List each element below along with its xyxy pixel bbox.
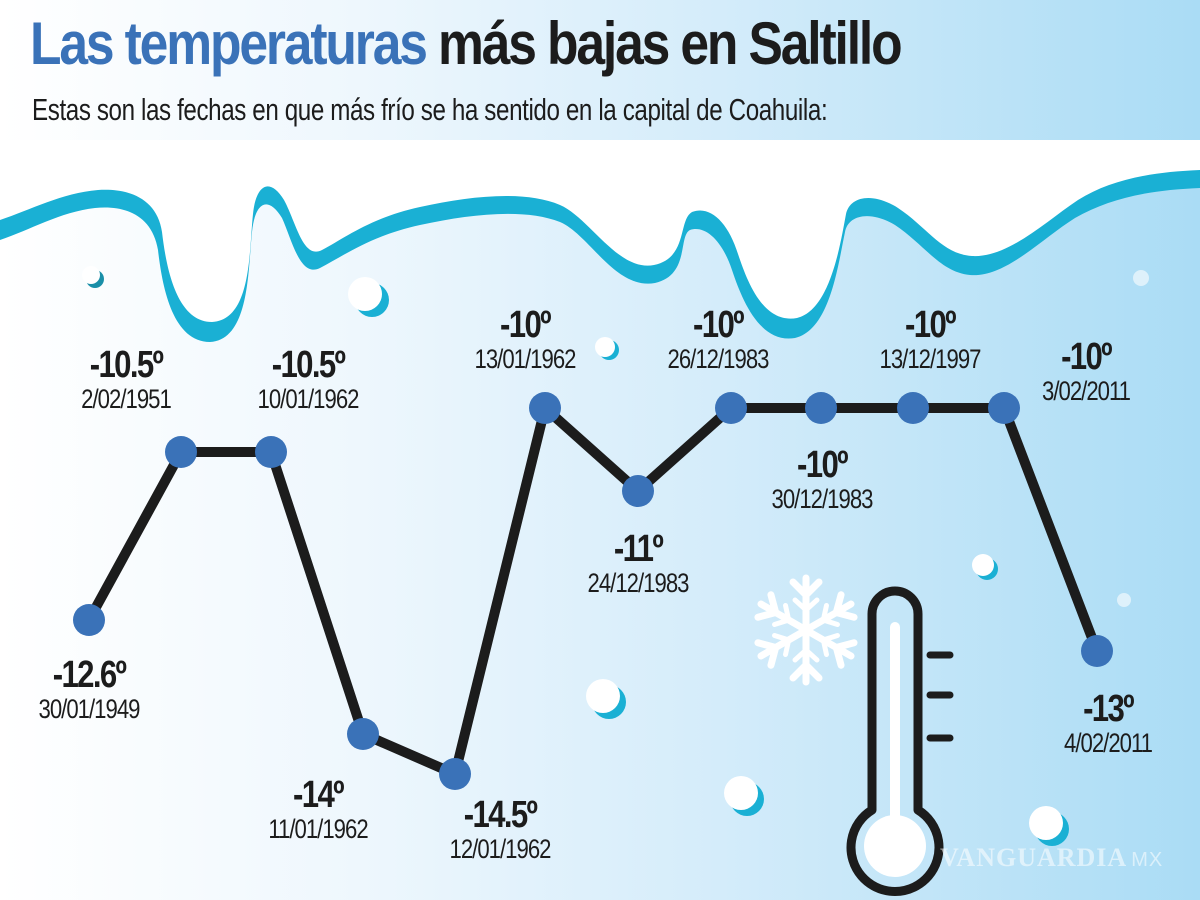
snowball-icon [460,289,476,305]
data-label: -10º 26/12/1983 [656,306,779,374]
temperature-value: -10º [905,304,957,346]
snowflake-icon [754,574,857,682]
page-title: Las temperaturas más bajas en Saltillo [30,14,903,74]
data-label: -14º 11/01/1962 [257,776,378,844]
date-value: 26/12/1983 [667,344,770,374]
data-point [805,392,837,424]
data-points [73,392,1113,790]
data-point [439,758,471,790]
data-label: -10º 3/02/2011 [1032,338,1139,406]
date-value: 30/12/1983 [771,484,874,514]
date-value: 10/01/1962 [257,384,360,414]
data-label: -11º 24/12/1983 [576,530,699,598]
data-point [255,436,287,468]
thermometer-icon [846,586,954,897]
date-value: 11/01/1962 [268,814,368,844]
watermark-suffix: MX [1131,849,1164,871]
temperature-value: -14º [293,774,345,816]
temperature-value: -10.5º [89,344,164,386]
subtitle: Estas son las fechas en que más frío se … [32,92,828,127]
data-label: -10º 13/12/1997 [868,306,991,374]
temperature-value: -10.5º [271,344,346,386]
snowball-icon [724,776,764,816]
snowball-icon [972,554,998,580]
snowball-icon [348,277,389,317]
watermark-logo: VANGUARDIA MX [940,843,1163,873]
data-point [73,604,105,636]
snowball-icon [586,679,626,719]
data-point [897,392,929,424]
snowball-icon [82,266,104,288]
data-point [529,392,561,424]
data-label: -10.5º 2/02/1951 [71,346,180,414]
date-value: 2/02/1951 [81,384,172,414]
data-label: -13º 4/02/2011 [1054,690,1161,758]
data-point [622,475,654,507]
snowball-icon [1133,270,1149,286]
data-point [988,392,1020,424]
temperature-value: -11º [613,528,664,570]
title-highlight: Las temperaturas [30,10,428,77]
date-value: 24/12/1983 [587,568,690,598]
data-point [1081,635,1113,667]
data-point [347,718,379,750]
data-label: -10º 13/01/1962 [463,306,586,374]
data-point [165,436,197,468]
date-value: 4/02/2011 [1064,728,1153,758]
temperature-value: -12.6º [52,654,127,696]
watermark-brand: VANGUARDIA [940,843,1128,872]
temperature-value: -10º [693,304,745,346]
title-rest: más bajas en Saltillo [437,10,903,77]
snowball-icon [595,337,619,360]
data-point [715,392,747,424]
date-value: 12/01/1962 [449,834,552,864]
temperature-value: -14.5º [463,794,538,836]
data-label: -10.5º 10/01/1962 [246,346,369,414]
date-value: 3/02/2011 [1042,376,1131,406]
temperature-value: -13º [1083,688,1135,730]
data-label: -12.6º 30/01/1949 [27,656,150,724]
data-label: -14.5º 12/01/1962 [438,796,561,864]
snowball-icon [1029,806,1069,846]
snowball-icon [1117,593,1131,607]
temperature-value: -10º [500,304,552,346]
date-value: 13/12/1997 [879,344,982,374]
snow-edge-white [0,140,1200,322]
date-value: 13/01/1962 [474,344,577,374]
snowballs [82,266,1149,846]
temperature-value: -10º [1061,336,1113,378]
data-label: -10º 30/12/1983 [760,446,883,514]
temperature-value: -10º [797,444,849,486]
date-value: 30/01/1949 [38,694,141,724]
